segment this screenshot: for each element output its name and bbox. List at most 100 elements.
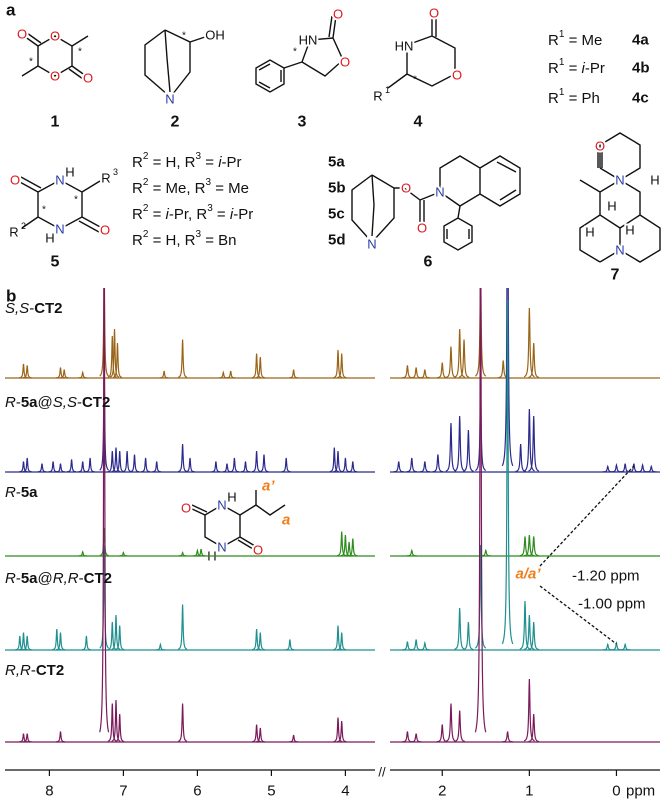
peak bbox=[528, 415, 540, 472]
x-tick-label: 8 bbox=[45, 783, 53, 800]
compound-number: 6 bbox=[424, 254, 433, 271]
peak bbox=[436, 724, 448, 743]
compound-number: 5 bbox=[51, 254, 60, 271]
substituent-definition: R1 = Me bbox=[548, 29, 602, 49]
text-part: = Me bbox=[211, 180, 249, 197]
text-part: S,S bbox=[53, 394, 77, 411]
panel-a: a O O O O * * 1 N OH * 2 HN O O * 3 bbox=[6, 1, 662, 284]
peak bbox=[646, 464, 657, 473]
proton-label: a bbox=[282, 512, 290, 529]
text-part: R bbox=[548, 32, 559, 49]
text-part: CT2 bbox=[82, 394, 110, 411]
peak bbox=[56, 463, 65, 473]
compound-number: 1 bbox=[51, 114, 60, 131]
peak bbox=[523, 408, 535, 472]
stereo-mark: * bbox=[413, 75, 417, 86]
atom: HN bbox=[299, 33, 318, 48]
substituent-definition: R2 = H, R3 = Bn bbox=[132, 229, 237, 249]
assignment-label: a/a’ bbox=[515, 566, 541, 583]
peak bbox=[255, 727, 265, 743]
peak bbox=[410, 639, 422, 651]
peak bbox=[177, 703, 188, 742]
text-part: i bbox=[166, 206, 170, 223]
text-part: - bbox=[29, 300, 34, 317]
x-tick-label: 7 bbox=[119, 783, 127, 800]
atom: H bbox=[585, 225, 594, 240]
peak bbox=[67, 459, 77, 473]
peak bbox=[18, 632, 29, 651]
text-part: = bbox=[213, 206, 230, 223]
peak bbox=[445, 703, 457, 742]
peak bbox=[159, 370, 169, 379]
shift-label: -1.00 ppm bbox=[578, 596, 646, 613]
peak bbox=[419, 461, 431, 473]
text-part: 1 bbox=[559, 57, 565, 68]
spectrum-label: R,R-CT2 bbox=[5, 662, 64, 679]
peak bbox=[337, 531, 347, 557]
inset-structure: O H N N H O a’ a bbox=[179, 478, 290, 566]
compound-number: 2 bbox=[171, 114, 180, 131]
peak bbox=[402, 731, 413, 743]
peak bbox=[152, 461, 162, 473]
text-part: 3 bbox=[206, 177, 212, 188]
peak bbox=[192, 548, 202, 557]
x-tick-label: 5 bbox=[267, 783, 275, 800]
atom: N bbox=[615, 243, 624, 258]
peak bbox=[129, 454, 140, 473]
peak bbox=[56, 367, 65, 379]
peak bbox=[252, 628, 262, 651]
text-part: - bbox=[16, 394, 21, 411]
peak bbox=[289, 734, 299, 743]
atom: N bbox=[217, 498, 226, 513]
substituent-definition: R1 = Ph bbox=[548, 87, 600, 107]
peak bbox=[432, 454, 444, 473]
peak bbox=[22, 733, 32, 743]
peak bbox=[348, 461, 358, 473]
atom: N bbox=[165, 92, 174, 107]
peak bbox=[255, 356, 265, 379]
text-part: @ bbox=[38, 570, 53, 587]
peak bbox=[523, 614, 535, 650]
peak bbox=[107, 621, 117, 651]
peak bbox=[637, 462, 648, 473]
peak bbox=[474, 544, 487, 649]
peak bbox=[112, 342, 123, 378]
structure-7: O N N H H H H 7 bbox=[579, 132, 662, 284]
atom: R bbox=[9, 225, 18, 240]
peak bbox=[528, 621, 540, 651]
peak bbox=[107, 703, 117, 742]
peak bbox=[329, 447, 339, 473]
atom: HN bbox=[395, 39, 414, 54]
peak bbox=[252, 724, 262, 743]
text-part: R,R bbox=[5, 662, 31, 679]
peak bbox=[523, 307, 535, 378]
text-part: 3 bbox=[196, 151, 202, 162]
peak bbox=[454, 415, 466, 472]
atom: R bbox=[101, 171, 110, 186]
text-part: -Pr bbox=[233, 206, 253, 223]
stereo-mark: * bbox=[78, 47, 82, 58]
peak bbox=[454, 710, 466, 743]
stereo-mark: * bbox=[42, 205, 46, 216]
x-tick-label: 4 bbox=[341, 783, 349, 800]
peak bbox=[222, 463, 232, 473]
peak bbox=[85, 457, 95, 473]
atom: O bbox=[50, 69, 60, 84]
stereo-mark: * bbox=[293, 47, 297, 58]
text-part: - bbox=[31, 662, 36, 679]
atom: N bbox=[55, 222, 64, 237]
atom: O bbox=[333, 7, 343, 22]
stereo-mark: * bbox=[74, 195, 78, 206]
peak bbox=[528, 536, 540, 557]
peak bbox=[18, 363, 29, 379]
peak bbox=[22, 635, 32, 651]
text-part: 1 bbox=[559, 29, 565, 40]
atom: O bbox=[595, 139, 605, 154]
peak bbox=[111, 699, 121, 742]
atom: N bbox=[435, 185, 444, 200]
atom: O bbox=[253, 543, 263, 558]
atom: O bbox=[340, 55, 350, 70]
atom: H bbox=[227, 490, 236, 505]
peak bbox=[78, 461, 88, 473]
